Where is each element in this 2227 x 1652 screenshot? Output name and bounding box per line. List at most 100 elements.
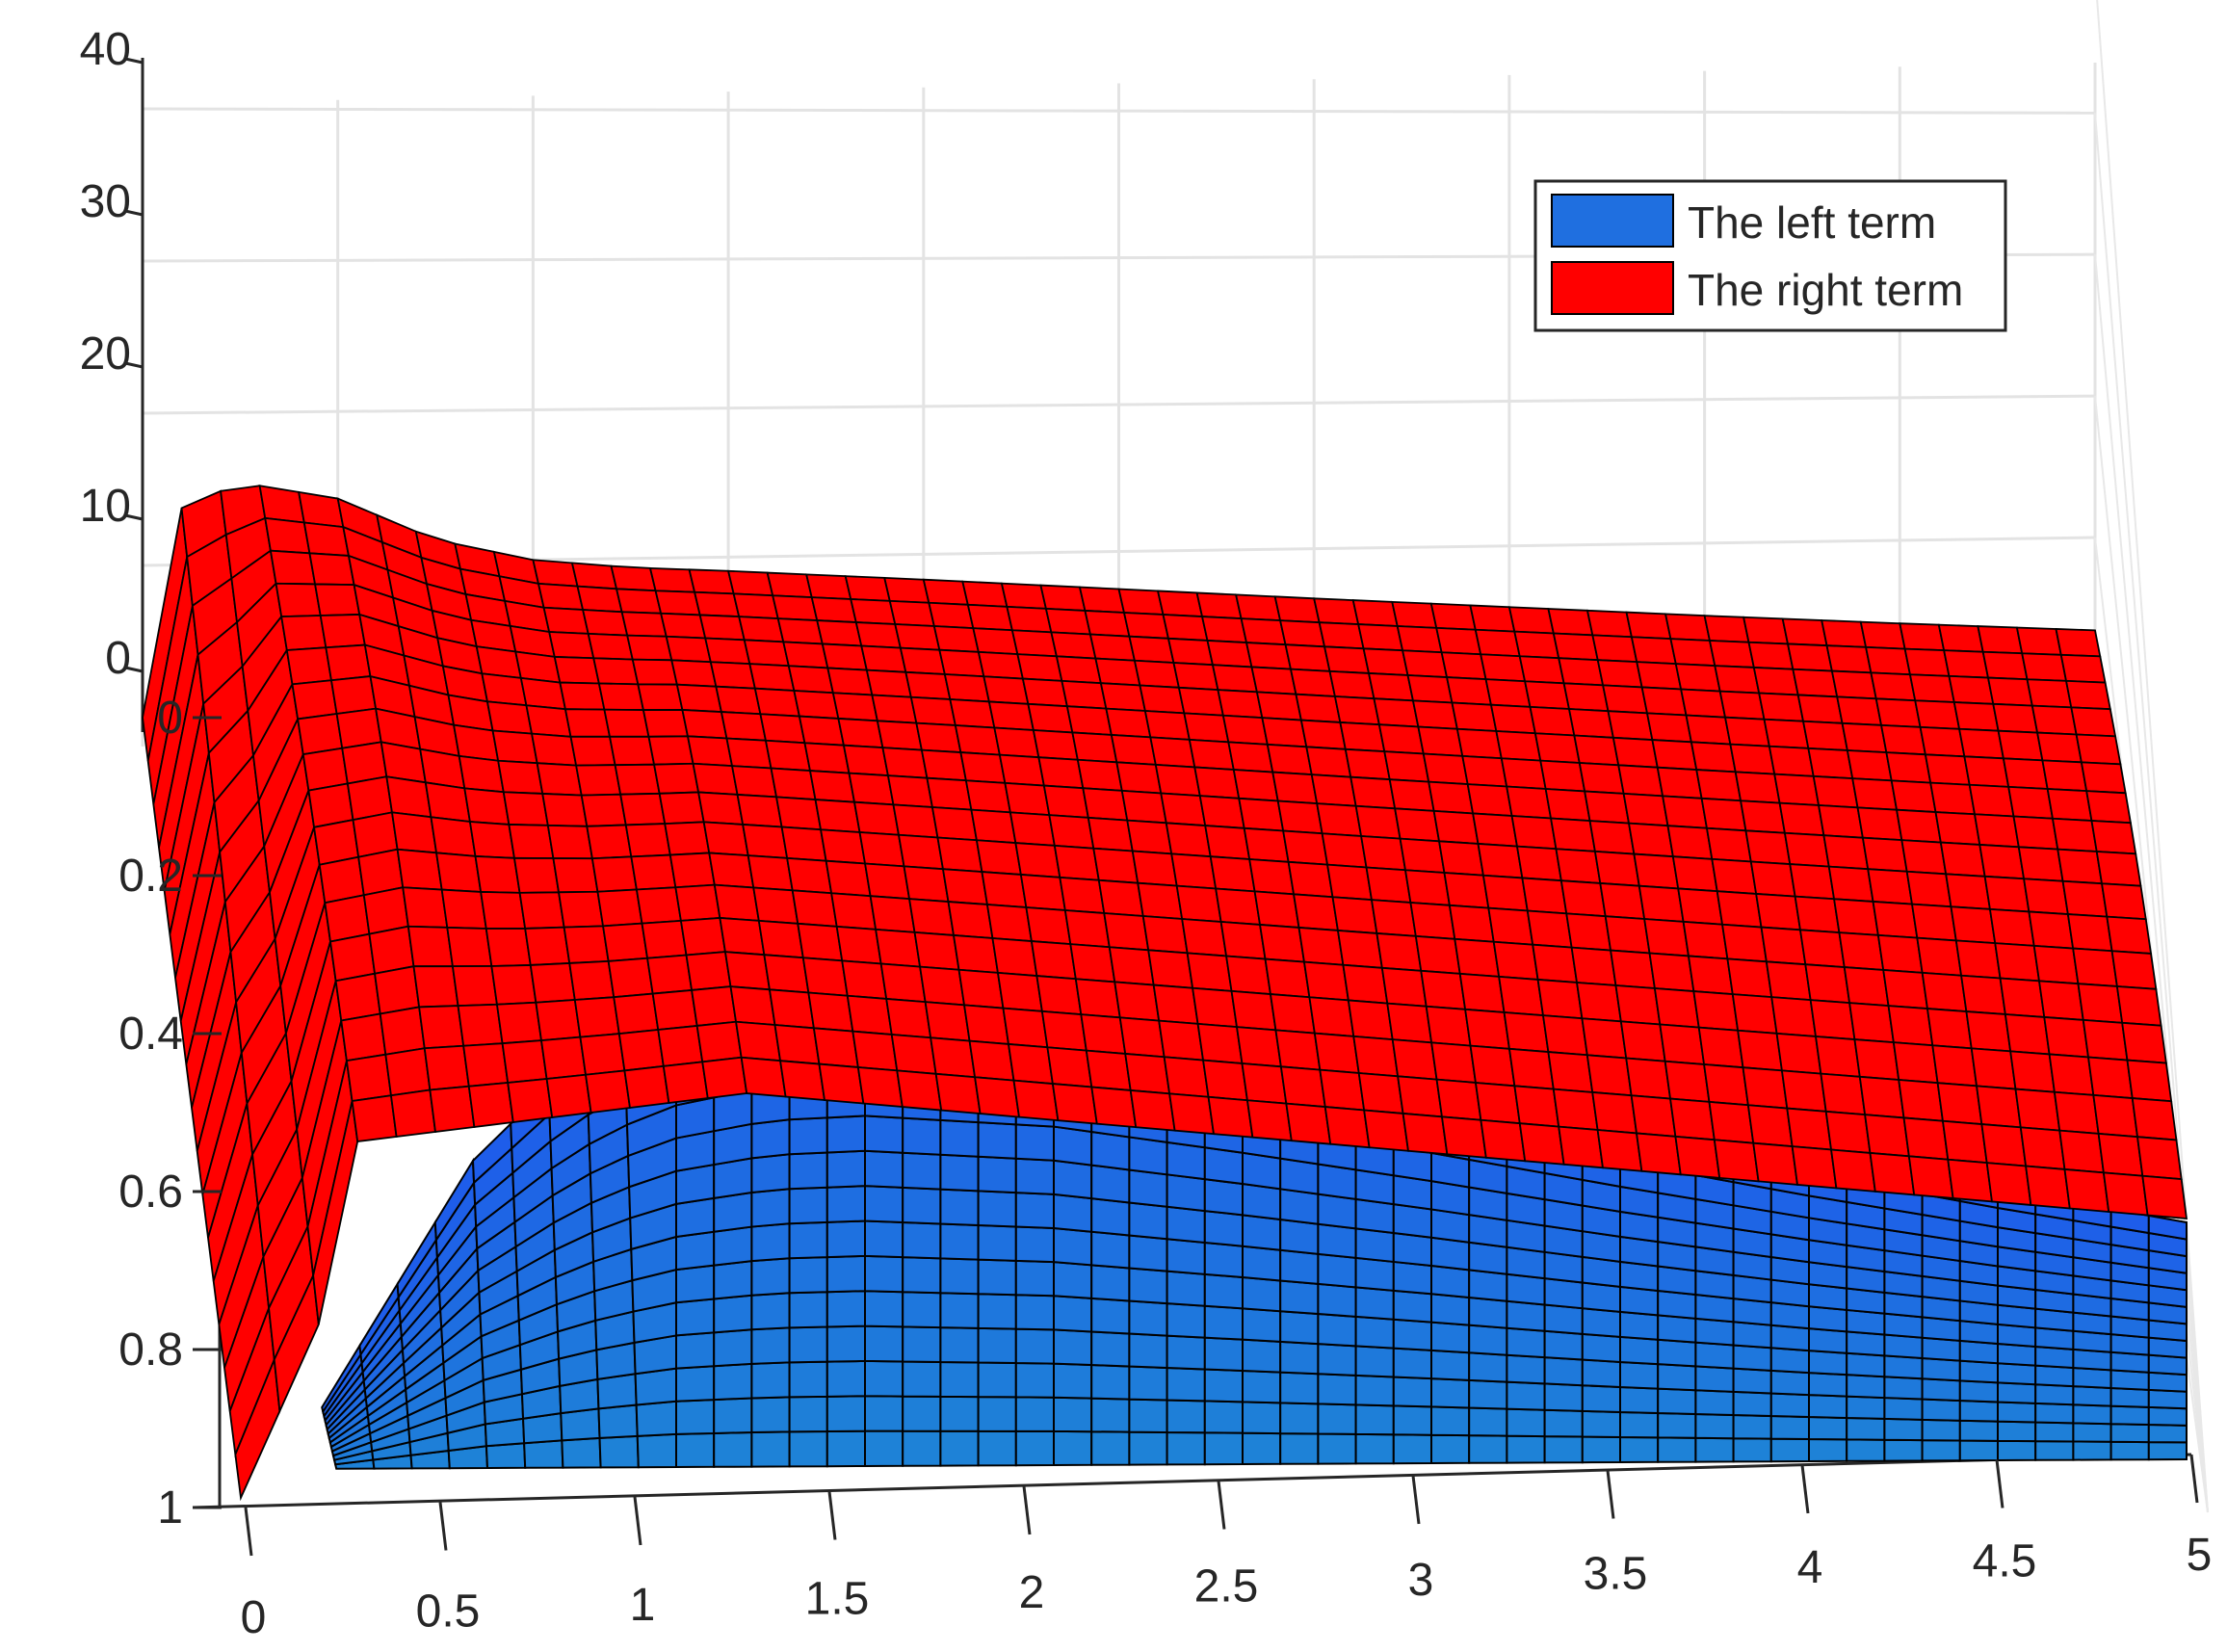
surface-patch-right-term [1604, 915, 1651, 955]
surface-patch-left-term [864, 1185, 904, 1224]
surface-patch-right-term [1352, 1035, 1400, 1078]
surface-patch-left-term [675, 1264, 716, 1304]
surface-patch-right-term [1902, 1116, 1950, 1161]
surface-patch-right-term [1039, 584, 1087, 612]
surface-patch-left-term [1242, 1307, 1282, 1343]
surface-patch-right-term [1181, 917, 1228, 957]
surface-patch-right-term [614, 763, 661, 796]
surface-patch-left-term [1997, 1381, 2037, 1404]
surface-patch-right-term [1305, 746, 1352, 778]
surface-patch-right-term [2007, 785, 2055, 820]
surface-patch-right-term [1708, 1100, 1755, 1144]
surface-patch-right-term [1874, 697, 1922, 728]
surface-patch-right-term [934, 1072, 982, 1115]
surface-patch-right-term [1122, 612, 1170, 640]
surface-patch-right-term [557, 890, 605, 929]
surface-patch-left-term [1014, 1225, 1055, 1264]
surface-patch-right-term [1749, 860, 1796, 898]
surface-patch-right-term [1656, 766, 1703, 800]
surface-patch-right-term [1177, 686, 1224, 717]
surface-patch-left-term [864, 1149, 904, 1189]
surface-patch-left-term [2147, 1441, 2188, 1461]
surface-patch-right-term [1333, 695, 1380, 726]
surface-patch-right-term [846, 994, 893, 1036]
surface-patch-right-term [810, 596, 857, 624]
surface-patch-right-term [1042, 784, 1089, 819]
surface-patch-right-term [1232, 769, 1279, 802]
surface-patch-left-term [1921, 1418, 1961, 1442]
surface-patch-right-term [1336, 929, 1383, 969]
surface-patch-right-term [406, 925, 454, 968]
surface-patch-right-term [1149, 736, 1196, 769]
surface-patch-right-term [998, 753, 1045, 787]
surface-patch-left-term [1090, 1364, 1131, 1401]
surface-patch-right-term [909, 695, 956, 726]
surface-patch-left-term [1769, 1437, 1810, 1463]
surface-patch-right-term [1163, 1056, 1210, 1098]
surface-patch-right-term [1765, 960, 1812, 1002]
surface-patch-right-term [2092, 1093, 2139, 1139]
surface-patch-right-term [1526, 909, 1573, 949]
surface-patch-left-term [1808, 1327, 1848, 1354]
surface-patch-left-term [1997, 1362, 2037, 1386]
x-tick-mark [1995, 1459, 2004, 1508]
surface-patch-right-term [974, 1076, 1021, 1118]
surface-patch-right-term [1193, 766, 1241, 800]
surface-patch-right-term [1947, 1158, 1994, 1203]
surface-patch-right-term [1567, 708, 1614, 739]
surface-patch-left-term [1090, 1130, 1131, 1171]
surface-patch-left-term [485, 1442, 527, 1470]
surface-patch-right-term [1578, 762, 1625, 795]
surface-patch-right-term [919, 965, 966, 1007]
surface-patch-right-term [1997, 729, 2044, 762]
surface-patch-right-term [325, 643, 372, 682]
surface-patch-left-term [939, 1429, 980, 1467]
surface-patch-right-term [474, 854, 521, 894]
surface-patch-right-term [1926, 1008, 1973, 1050]
surface-patch-right-term [412, 965, 459, 1009]
surface-patch-left-term [2072, 1385, 2112, 1407]
surface-patch-left-term [1619, 1385, 1660, 1415]
surface-patch-right-term [2046, 788, 2093, 822]
surface-patch-right-term [468, 821, 516, 859]
surface-patch-right-term [390, 811, 438, 854]
surface-patch-left-term [2034, 1421, 2075, 1443]
legend-swatch-left-term [1551, 194, 1674, 248]
surface-patch-right-term [423, 1044, 470, 1091]
surface-patch-left-term [977, 1121, 1017, 1160]
surface-patch-right-term [981, 871, 1028, 908]
surface-patch-right-term [797, 922, 844, 962]
surface-patch-right-term [2097, 1132, 2144, 1177]
surface-patch-right-term [546, 824, 593, 860]
surface-patch-right-term [1695, 769, 1742, 802]
surface-patch-right-term [646, 954, 694, 995]
surface-patch-right-term [1014, 842, 1061, 878]
surface-patch-right-term [1215, 887, 1262, 926]
surface-patch-right-term [1558, 1125, 1605, 1169]
surface-patch-right-term [1960, 974, 2006, 1015]
surface-patch-right-term [1445, 676, 1493, 706]
surface-patch-left-term [598, 1434, 640, 1469]
surface-patch-right-term [1507, 606, 1555, 635]
surface-patch-left-term [1430, 1377, 1471, 1409]
surface-patch-left-term [1392, 1404, 1432, 1436]
surface-patch-right-term [619, 792, 667, 826]
surface-patch-right-term [1552, 632, 1599, 662]
surface-patch-right-term [852, 1030, 899, 1072]
surface-patch-left-term [788, 1395, 828, 1433]
x-tick-label: 5 [2187, 1530, 2213, 1581]
surface-patch-left-term [1014, 1294, 1055, 1331]
surface-patch-left-term [1430, 1264, 1471, 1299]
surface-patch-left-term [1354, 1374, 1395, 1407]
surface-patch-right-term [1244, 642, 1293, 670]
surface-patch-right-term [2059, 653, 2107, 684]
surface-patch-right-term [772, 594, 819, 622]
surface-patch-right-term [1740, 800, 1787, 834]
surface-patch-left-term [1090, 1230, 1131, 1270]
surface-patch-right-term [1351, 599, 1399, 627]
surface-patch-right-term [1666, 825, 1714, 860]
surface-patch-right-term [1723, 716, 1770, 747]
surface-patch-right-term [597, 682, 645, 711]
surface-patch-right-term [631, 658, 678, 686]
surface-patch-right-term [1824, 1110, 1872, 1154]
